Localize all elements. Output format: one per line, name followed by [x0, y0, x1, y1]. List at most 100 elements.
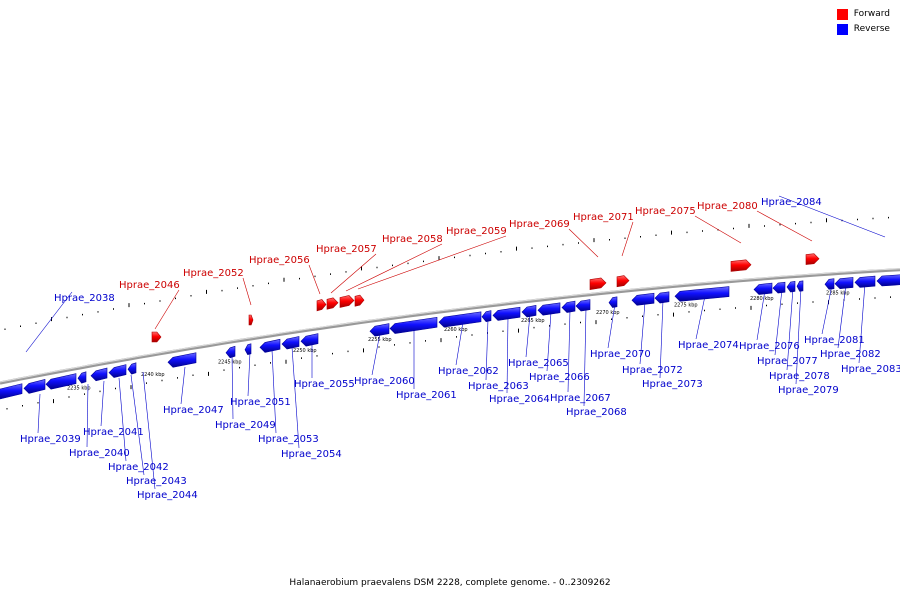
gene-arrow-hprae-2038[interactable]	[0, 383, 23, 400]
gene-arrow-hprae-2071[interactable]	[616, 275, 630, 288]
gene-arrow-hprae-2040[interactable]	[45, 373, 77, 390]
gene-label-hprae-2052[interactable]: Hprae_2052	[183, 268, 244, 279]
gene-arrow-hprae-2044[interactable]	[127, 362, 137, 375]
gene-label-hprae-2060[interactable]: Hprae_2060	[354, 376, 415, 387]
gene-label-hprae-2054[interactable]: Hprae_2054	[281, 449, 342, 460]
gene-arrow-hprae-2064[interactable]	[492, 306, 521, 321]
gene-arrow-hprae-2084[interactable]	[876, 274, 900, 287]
gene-arrow-hprae-2082[interactable]	[834, 277, 854, 290]
backbone-line	[0, 268, 900, 385]
connector-line	[756, 289, 766, 341]
gene-arrow-hprae-2080[interactable]	[805, 253, 820, 265]
gene-arrow-hprae-2063[interactable]	[481, 310, 492, 323]
scale-label: 2285 kbp	[826, 291, 850, 297]
gene-arrow-hprae-2058[interactable]	[339, 295, 355, 308]
gene-label-hprae-2043[interactable]: Hprae_2043	[126, 476, 187, 487]
gene-arrow-hprae-2073[interactable]	[654, 291, 670, 304]
gene-label-hprae-2071[interactable]: Hprae_2071	[573, 212, 634, 223]
gene-label-hprae-2075[interactable]: Hprae_2075	[635, 206, 696, 217]
gene-label-hprae-2055[interactable]: Hprae_2055	[294, 379, 355, 390]
gene-arrow-hprae-2077[interactable]	[772, 281, 786, 294]
gene-label-hprae-2058[interactable]: Hprae_2058	[382, 234, 443, 245]
gene-arrow-hprae-2051[interactable]	[244, 343, 252, 356]
gene-label-hprae-2076[interactable]: Hprae_2076	[739, 341, 800, 352]
gene-label-hprae-2072[interactable]: Hprae_2072	[622, 365, 683, 376]
gene-arrow-hprae-2052[interactable]	[248, 314, 254, 326]
gene-label-hprae-2084[interactable]: Hprae_2084	[761, 197, 822, 208]
scale-label: 2270 kbp	[596, 310, 620, 316]
connector-line	[756, 210, 813, 242]
gene-label-hprae-2064[interactable]: Hprae_2064	[489, 394, 550, 405]
gene-label-hprae-2067[interactable]: Hprae_2067	[550, 393, 611, 404]
gene-label-hprae-2077[interactable]: Hprae_2077	[757, 356, 818, 367]
gene-label-hprae-2074[interactable]: Hprae_2074	[678, 340, 739, 351]
gene-arrow-hprae-2079[interactable]	[796, 280, 804, 292]
gene-label-hprae-2063[interactable]: Hprae_2063	[468, 381, 529, 392]
gene-arrow-hprae-2041[interactable]	[77, 371, 87, 384]
reverse-swatch	[836, 23, 848, 35]
gene-label-hprae-2069[interactable]: Hprae_2069	[509, 219, 570, 230]
gene-label-hprae-2061[interactable]: Hprae_2061	[396, 390, 457, 401]
gene-label-hprae-2047[interactable]: Hprae_2047	[163, 405, 224, 416]
gene-arrow-hprae-2081[interactable]	[824, 278, 835, 290]
gene-label-hprae-2051[interactable]: Hprae_2051	[230, 397, 291, 408]
gene-label-hprae-2078[interactable]: Hprae_2078	[769, 371, 830, 382]
gene-label-hprae-2083[interactable]: Hprae_2083	[841, 364, 900, 375]
gene-arrow-hprae-2061[interactable]	[389, 316, 438, 334]
gene-arrow-hprae-2068[interactable]	[575, 299, 591, 312]
legend-label-reverse: Reverse	[853, 24, 890, 34]
gene-arrow-hprae-2060[interactable]	[369, 323, 390, 337]
gene-arrow-hprae-2076[interactable]	[753, 282, 773, 295]
gene-arrow-hprae-2065[interactable]	[521, 305, 537, 318]
gene-label-hprae-2073[interactable]: Hprae_2073	[642, 379, 703, 390]
connector-line	[837, 283, 847, 349]
gene-arrow-hprae-2072[interactable]	[631, 292, 655, 306]
gene-label-hprae-2079[interactable]: Hprae_2079	[778, 385, 839, 396]
gene-label-hprae-2070[interactable]: Hprae_2070	[590, 349, 651, 360]
connector-line	[774, 288, 783, 356]
gene-label-hprae-2080[interactable]: Hprae_2080	[697, 201, 758, 212]
gene-label-hprae-2059[interactable]: Hprae_2059	[446, 226, 507, 237]
gene-label-hprae-2062[interactable]: Hprae_2062	[438, 366, 499, 377]
gene-label-hprae-2044[interactable]: Hprae_2044	[137, 490, 198, 501]
connector-line	[247, 351, 251, 397]
gene-arrow-hprae-2043[interactable]	[108, 364, 127, 378]
gene-arrow-hprae-2074[interactable]	[674, 286, 730, 302]
gene-label-hprae-2066[interactable]: Hprae_2066	[529, 372, 590, 383]
gene-label-hprae-2057[interactable]: Hprae_2057	[316, 244, 377, 255]
gene-arrow-hprae-2054[interactable]	[281, 336, 300, 350]
gene-label-hprae-2081[interactable]: Hprae_2081	[804, 335, 865, 346]
gene-arrow-hprae-2083[interactable]	[854, 275, 876, 288]
gene-label-hprae-2065[interactable]: Hprae_2065	[508, 358, 569, 369]
gene-label-hprae-2041[interactable]: Hprae_2041	[83, 427, 144, 438]
gene-arrow-hprae-2075[interactable]	[730, 259, 752, 272]
gene-arrow-hprae-2078[interactable]	[786, 281, 796, 293]
gene-label-hprae-2056[interactable]: Hprae_2056	[249, 255, 310, 266]
gene-label-hprae-2046[interactable]: Hprae_2046	[119, 280, 180, 291]
gene-arrow-hprae-2049[interactable]	[225, 345, 236, 359]
gene-arrow-hprae-2057[interactable]	[326, 297, 339, 310]
gene-arrow-hprae-2070[interactable]	[608, 296, 618, 308]
gene-arrow-hprae-2069[interactable]	[589, 277, 607, 290]
gene-label-hprae-2039[interactable]: Hprae_2039	[20, 434, 81, 445]
gene-arrow-hprae-2046[interactable]	[151, 331, 162, 343]
gene-arrow-hprae-2055[interactable]	[300, 333, 319, 347]
gene-arrow-hprae-2056[interactable]	[316, 299, 327, 312]
connector-line	[154, 289, 180, 330]
gene-arrow-hprae-2042[interactable]	[90, 367, 108, 382]
gene-label-hprae-2049[interactable]: Hprae_2049	[215, 420, 276, 431]
gene-arrow-hprae-2066[interactable]	[537, 302, 561, 316]
gene-arrow-hprae-2053[interactable]	[259, 338, 281, 353]
gene-label-hprae-2082[interactable]: Hprae_2082	[820, 349, 881, 360]
gene-label-hprae-2038[interactable]: Hprae_2038	[54, 293, 115, 304]
scale-label: 2250 kbp	[293, 348, 317, 354]
gene-label-hprae-2053[interactable]: Hprae_2053	[258, 434, 319, 445]
gene-arrow-hprae-2039[interactable]	[23, 379, 46, 394]
gene-label-hprae-2040[interactable]: Hprae_2040	[69, 448, 130, 459]
gene-arrow-hprae-2047[interactable]	[167, 352, 197, 368]
gene-arrow-hprae-2059[interactable]	[354, 294, 365, 307]
gene-arrow-hprae-2067[interactable]	[561, 300, 576, 313]
gene-label-hprae-2042[interactable]: Hprae_2042	[108, 462, 169, 473]
gene-arrow-hprae-2062[interactable]	[438, 311, 482, 328]
gene-label-hprae-2068[interactable]: Hprae_2068	[566, 407, 627, 418]
